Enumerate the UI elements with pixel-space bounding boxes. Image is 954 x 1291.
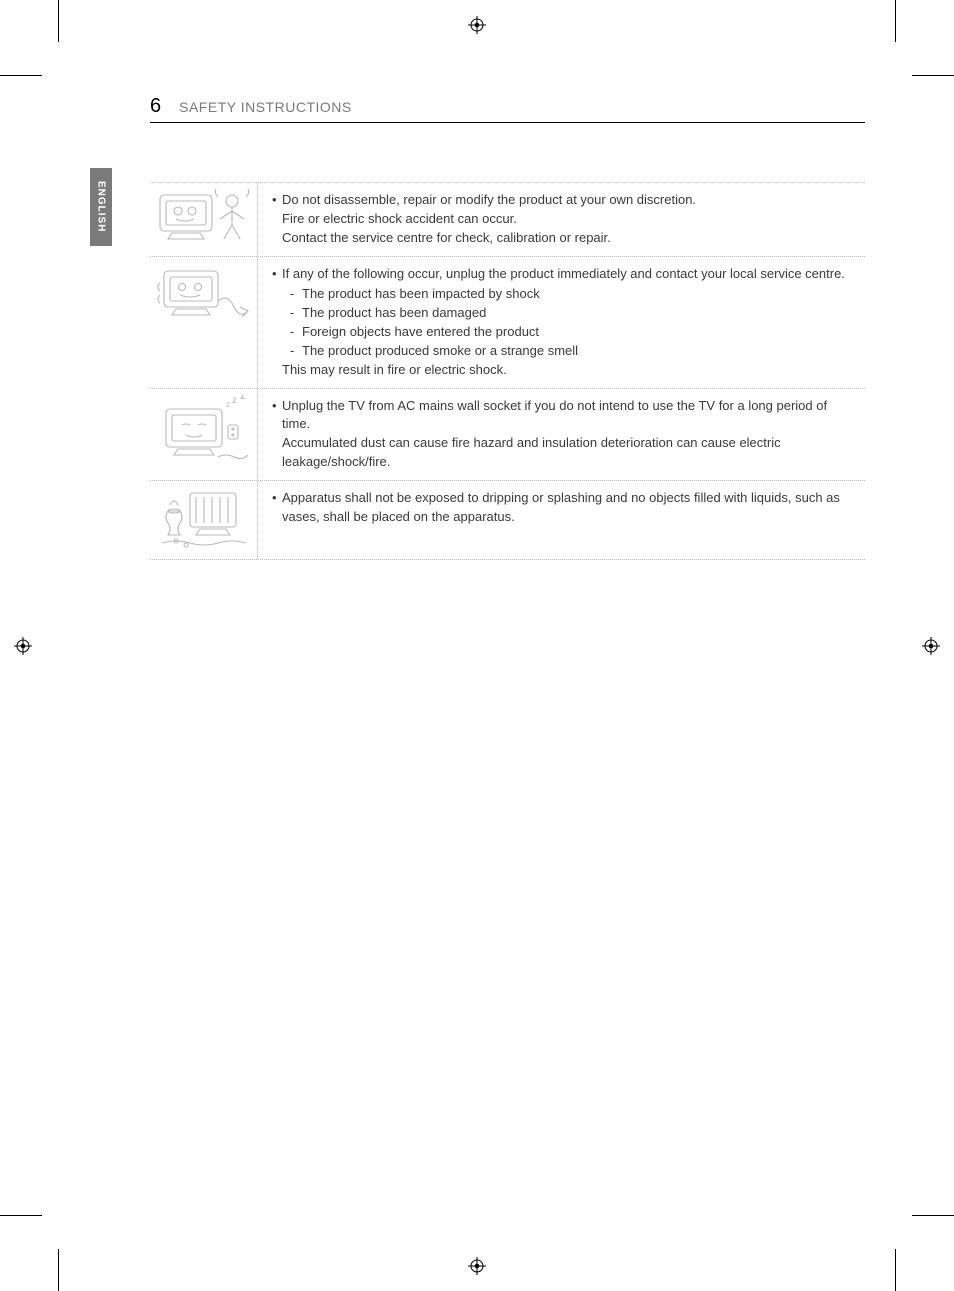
instruction-text: Apparatus shall not be exposed to drippi… bbox=[258, 481, 865, 559]
crop-mark-bottom-left-v bbox=[58, 1249, 59, 1291]
language-tab-label: ENGLISH bbox=[96, 181, 107, 232]
instruction-sub-line: The product has been damaged bbox=[290, 304, 855, 323]
crop-mark-top-left-v bbox=[58, 0, 59, 42]
crop-mark-top-right-h bbox=[912, 75, 954, 76]
crop-mark-bottom-left-h bbox=[0, 1215, 42, 1216]
registration-mark-left bbox=[14, 637, 32, 655]
page-header: 6 SAFETY INSTRUCTIONS bbox=[150, 95, 865, 123]
svg-text:z: z bbox=[240, 395, 246, 402]
tv-vase-splash-icon bbox=[150, 481, 258, 559]
tv-sleep-dust-icon: z z z bbox=[150, 389, 258, 480]
instruction-text: Do not disassemble, repair or modify the… bbox=[258, 183, 865, 256]
instruction-text: If any of the following occur, unplug th… bbox=[258, 257, 865, 388]
instruction-row: Apparatus shall not be exposed to drippi… bbox=[150, 480, 865, 560]
instruction-trailing: This may result in fire or electric shoc… bbox=[282, 361, 855, 380]
crop-mark-top-left-h bbox=[0, 75, 42, 76]
registration-mark-top bbox=[468, 16, 486, 34]
crop-mark-bottom-right-h bbox=[912, 1215, 954, 1216]
instruction-row: Do not disassemble, repair or modify the… bbox=[150, 182, 865, 257]
instruction-sub-line: The product produced smoke or a strange … bbox=[290, 342, 855, 361]
svg-text:z: z bbox=[232, 395, 237, 406]
language-tab: ENGLISH bbox=[90, 168, 112, 246]
instruction-line: Apparatus shall not be exposed to drippi… bbox=[282, 490, 840, 524]
registration-mark-bottom bbox=[468, 1257, 486, 1275]
instruction-row: z z z Unplug the TV from AC mains wall s… bbox=[150, 388, 865, 481]
page-number: 6 bbox=[150, 95, 161, 118]
instruction-line: Contact the service centre for check, ca… bbox=[282, 230, 611, 245]
instruction-line: Accumulated dust can cause fire hazard a… bbox=[282, 435, 781, 469]
registration-mark-right bbox=[922, 637, 940, 655]
section-title: SAFETY INSTRUCTIONS bbox=[179, 99, 352, 115]
tv-disassemble-person-icon bbox=[150, 183, 258, 256]
instruction-lead: If any of the following occur, unplug th… bbox=[282, 266, 845, 281]
instruction-sub-line: The product has been impacted by shock bbox=[290, 285, 855, 304]
tv-shock-unplug-icon bbox=[150, 257, 258, 388]
instruction-sub-line: Foreign objects have entered the product bbox=[290, 323, 855, 342]
instruction-row: If any of the following occur, unplug th… bbox=[150, 256, 865, 389]
instruction-line: Do not disassemble, repair or modify the… bbox=[282, 192, 696, 207]
page-content: 6 SAFETY INSTRUCTIONS bbox=[150, 95, 865, 560]
instruction-line: Unplug the TV from AC mains wall socket … bbox=[282, 398, 827, 432]
crop-mark-bottom-right-v bbox=[895, 1249, 896, 1291]
instruction-line: Fire or electric shock accident can occu… bbox=[282, 211, 517, 226]
instruction-text: Unplug the TV from AC mains wall socket … bbox=[258, 389, 865, 480]
crop-mark-top-right-v bbox=[895, 0, 896, 42]
svg-text:z: z bbox=[226, 400, 230, 409]
